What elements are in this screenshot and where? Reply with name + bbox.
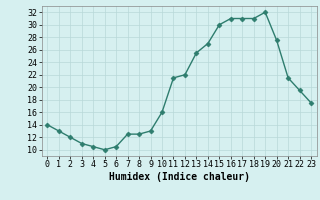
X-axis label: Humidex (Indice chaleur): Humidex (Indice chaleur) (109, 172, 250, 182)
